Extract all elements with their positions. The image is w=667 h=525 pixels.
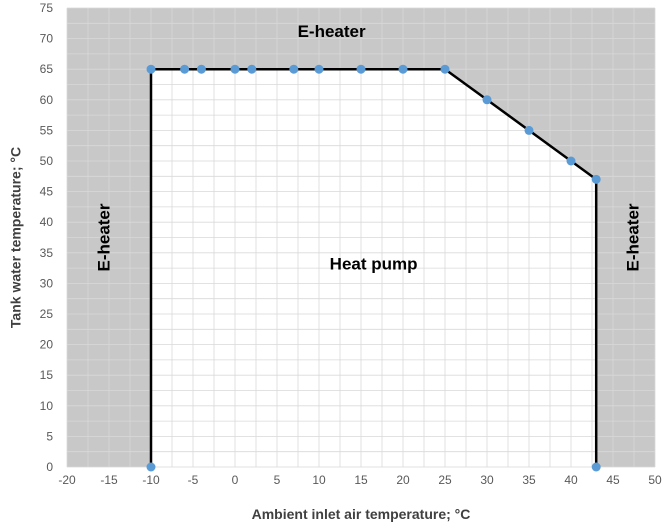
data-point: [196, 64, 206, 74]
x-axis-title: Ambient inlet air temperature; °C: [252, 506, 471, 522]
y-tick-label: 15: [40, 368, 54, 382]
y-tick-label: 35: [40, 246, 54, 260]
x-tick-label: 35: [522, 473, 536, 487]
x-tick-label: 15: [354, 473, 368, 487]
x-tick-label: 30: [480, 473, 494, 487]
data-point: [591, 174, 601, 184]
data-point: [482, 95, 492, 105]
data-markers: [146, 64, 601, 472]
data-point: [524, 125, 534, 135]
region-label: E-heater: [298, 22, 366, 41]
x-tick-label: 25: [438, 473, 452, 487]
y-tick-label: 25: [40, 307, 54, 321]
y-axis-ticks: 0 5 10 15 20 25 30 35 40 45 50 55 60 65 70 75: [40, 1, 54, 474]
y-tick-label: 65: [40, 62, 54, 76]
data-point: [146, 462, 156, 472]
x-tick-label: 50: [648, 473, 662, 487]
y-tick-label: 20: [40, 338, 54, 352]
region-label: E-heater: [623, 203, 642, 271]
data-point: [247, 64, 257, 74]
y-tick-label: 40: [40, 215, 54, 229]
data-point: [314, 64, 324, 74]
data-point: [146, 64, 156, 74]
x-tick-label: -15: [100, 473, 118, 487]
x-tick-label: 5: [274, 473, 281, 487]
region-label: E-heater: [94, 203, 113, 271]
x-axis-ticks: -20 -15 -10 -5 0 5 10 15 20 25 30 35 40 45 50: [58, 473, 662, 487]
region-label: Heat pump: [330, 255, 418, 274]
x-tick-label: 0: [232, 473, 239, 487]
data-point: [591, 462, 601, 472]
y-tick-label: 75: [40, 1, 54, 15]
x-tick-label: -5: [188, 473, 199, 487]
x-tick-label: 45: [606, 473, 620, 487]
envelope-line: [149, 67, 598, 467]
x-tick-label: -10: [142, 473, 160, 487]
x-tick-label: 20: [396, 473, 410, 487]
y-tick-label: 60: [40, 93, 54, 107]
y-tick-label: 50: [40, 154, 54, 168]
y-tick-label: 70: [40, 32, 54, 46]
y-axis-title: Tank water temperature; °C: [8, 147, 24, 328]
data-point: [398, 64, 408, 74]
data-point: [289, 64, 299, 74]
data-point: [566, 156, 576, 166]
data-point: [440, 64, 450, 74]
y-tick-label: 45: [40, 185, 54, 199]
data-point: [230, 64, 240, 74]
y-tick-label: 0: [46, 460, 53, 474]
data-point: [180, 64, 190, 74]
y-tick-label: 30: [40, 276, 54, 290]
x-tick-label: -20: [58, 473, 76, 487]
x-tick-label: 10: [312, 473, 326, 487]
region-labels: E-heater E-heater E-heater Heat pump: [94, 22, 642, 274]
y-tick-label: 10: [40, 399, 54, 413]
y-tick-label: 5: [46, 429, 53, 443]
x-tick-label: 40: [564, 473, 578, 487]
y-tick-label: 55: [40, 123, 54, 137]
data-point: [356, 64, 366, 74]
